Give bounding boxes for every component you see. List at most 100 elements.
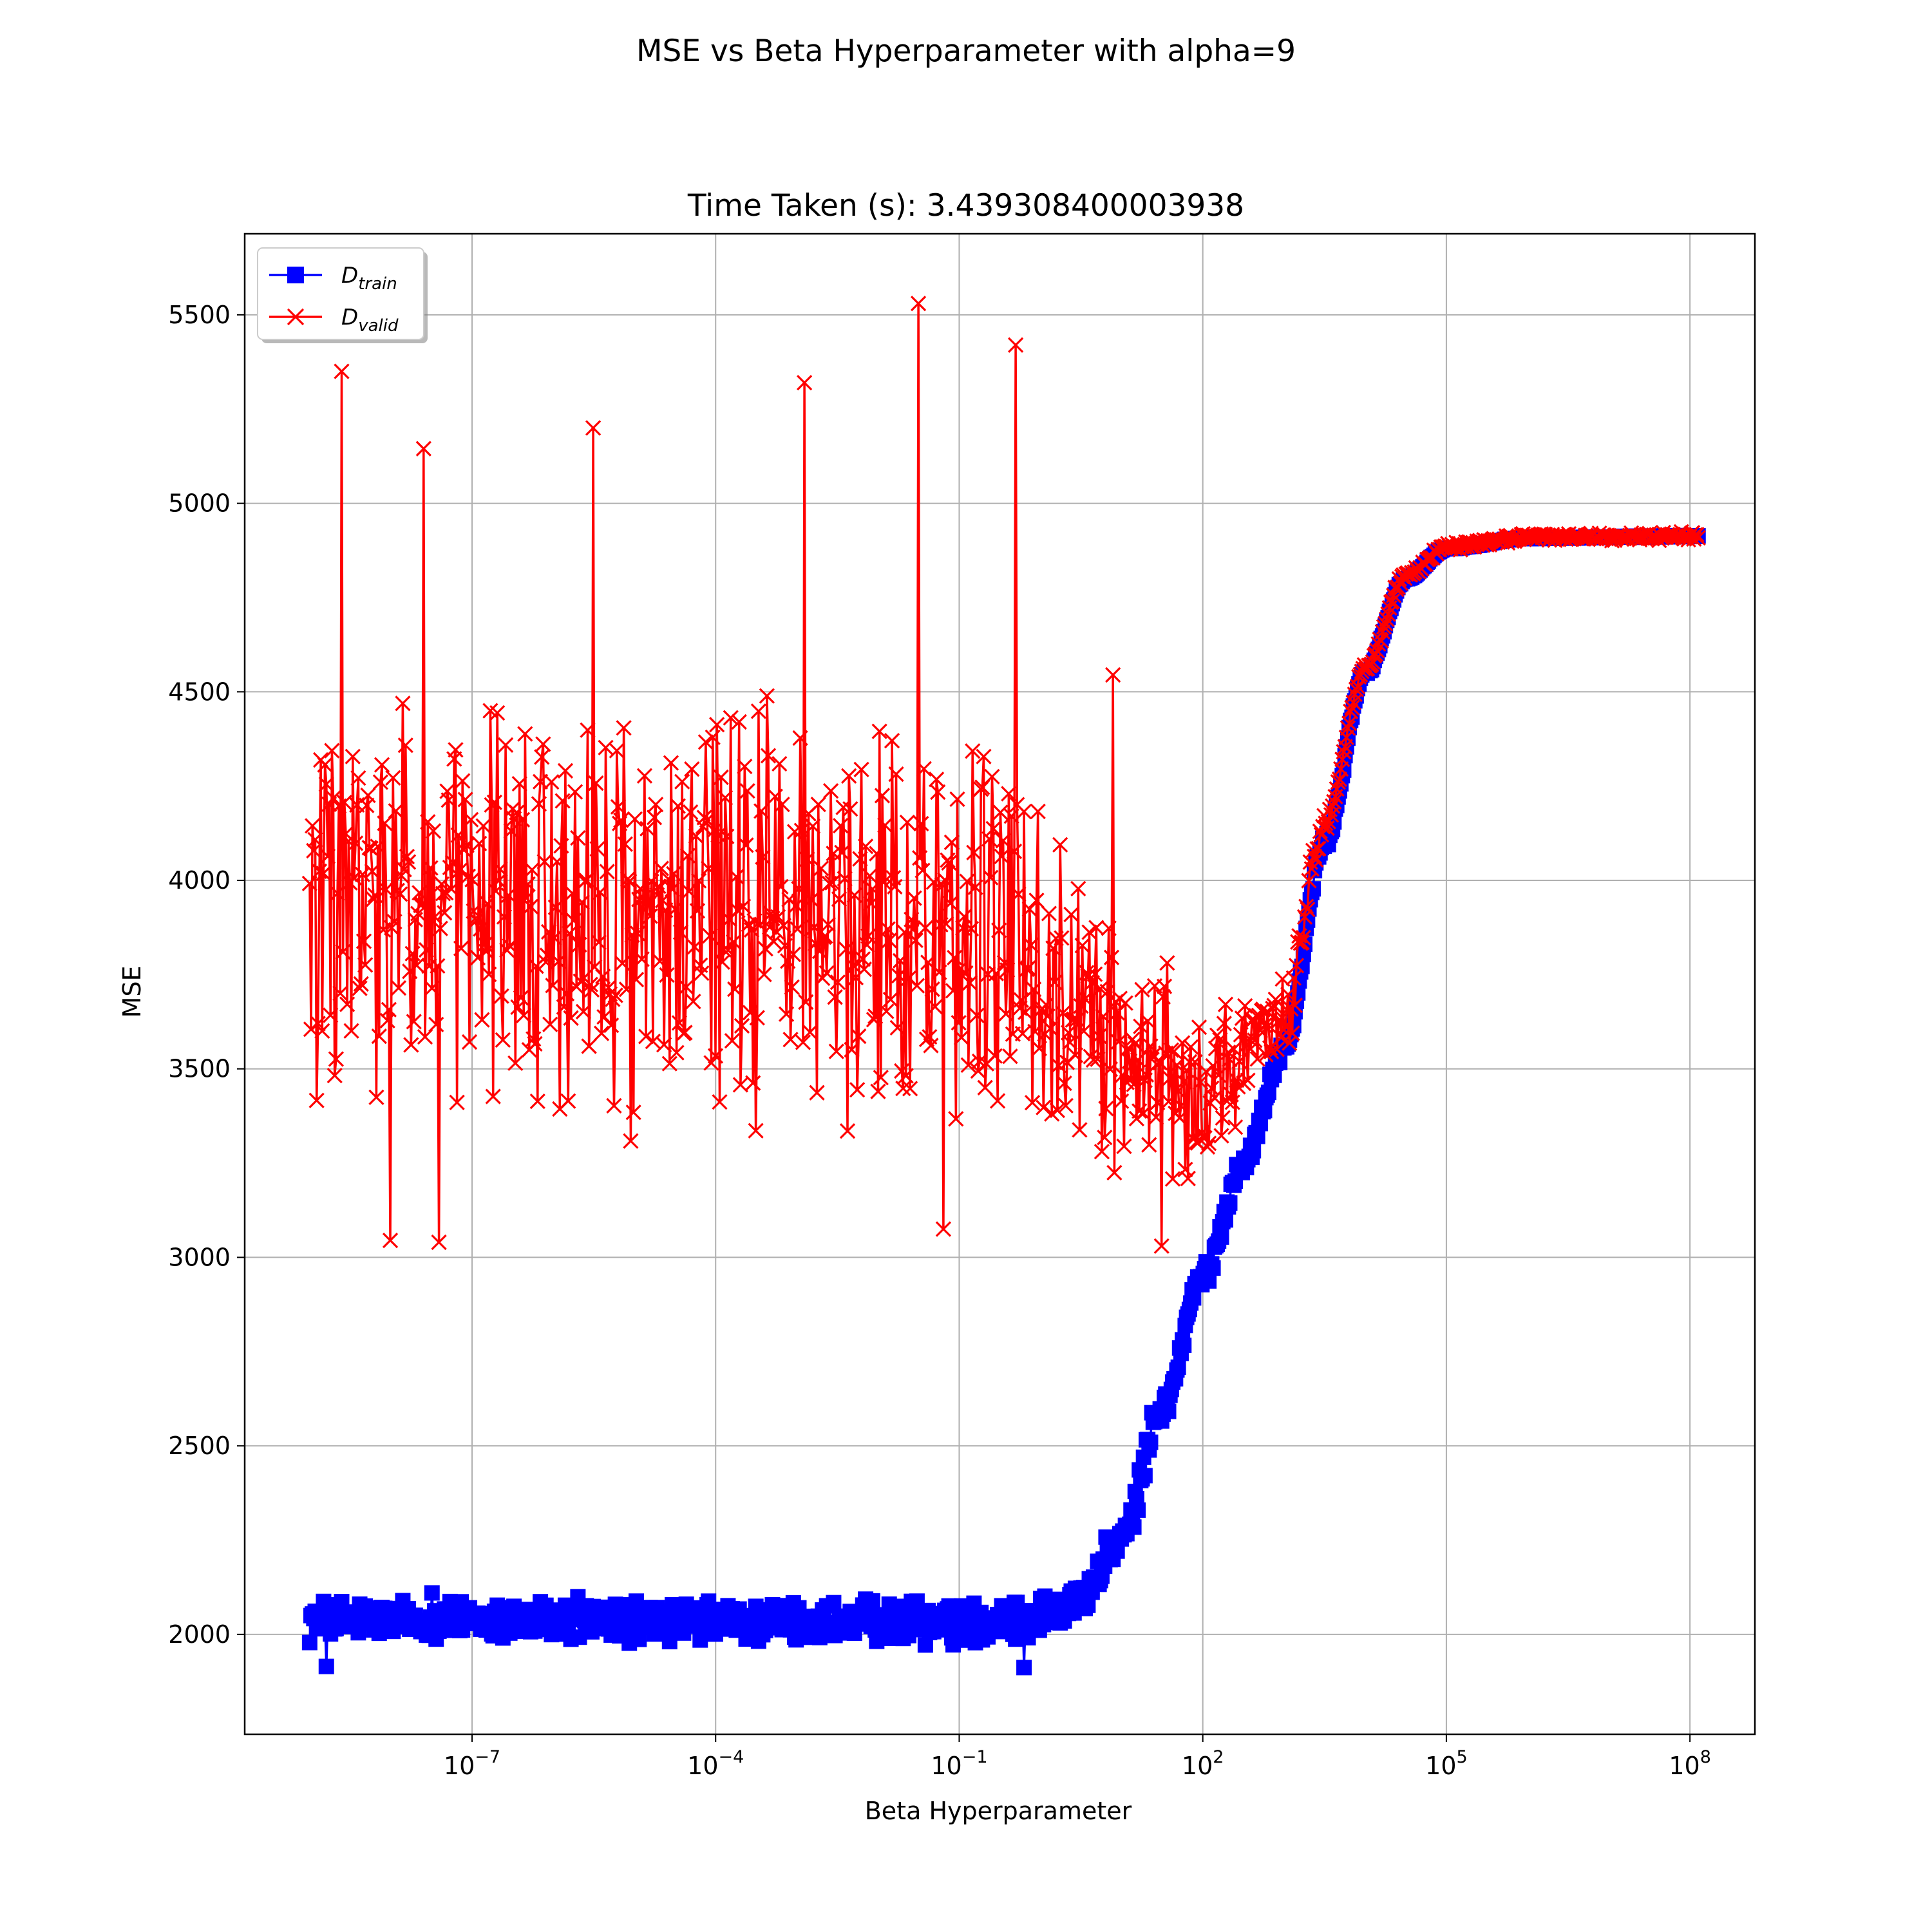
data-point-valid — [653, 860, 669, 876]
data-point-valid — [335, 943, 351, 960]
data-point-valid — [643, 873, 659, 889]
data-point-valid — [856, 961, 873, 978]
data-point-valid — [1020, 960, 1036, 976]
data-point-valid — [999, 962, 1016, 978]
data-point-valid — [810, 796, 826, 813]
data-point-valid — [450, 827, 466, 843]
data-point-valid — [896, 924, 913, 940]
x-tick-label: 10−4 — [687, 1747, 744, 1780]
x-tick-label: 105 — [1425, 1747, 1468, 1780]
data-point-valid — [449, 1094, 465, 1110]
data-point-valid — [748, 1122, 764, 1139]
series-valid — [301, 296, 1706, 1255]
data-point-valid — [1367, 646, 1384, 662]
data-point-valid — [1344, 699, 1360, 715]
data-point-valid — [720, 942, 736, 958]
data-point-valid — [833, 818, 849, 834]
data-point-valid — [785, 946, 801, 963]
data-point-valid — [719, 828, 735, 844]
data-point-valid — [694, 965, 710, 981]
data-point-valid — [773, 878, 789, 895]
data-point-valid — [382, 1232, 399, 1249]
data-point-valid — [388, 803, 404, 819]
data-point-valid — [403, 1037, 419, 1053]
data-point-valid — [591, 934, 607, 951]
data-point-valid — [1217, 996, 1234, 1012]
data-point-valid — [386, 914, 402, 930]
data-point-valid — [1242, 1041, 1258, 1057]
data-point-valid — [739, 782, 755, 799]
data-point-valid — [984, 768, 1000, 785]
data-point-valid — [809, 1084, 825, 1101]
data-point-valid — [661, 1056, 677, 1072]
data-point-valid — [902, 1081, 918, 1097]
data-point-valid — [489, 705, 506, 721]
data-point-valid — [837, 871, 853, 887]
data-point-valid — [399, 848, 415, 865]
data-point-valid — [368, 1089, 384, 1106]
data-point-valid — [329, 886, 346, 902]
data-point-valid — [878, 1003, 895, 1019]
data-point-valid — [1132, 1103, 1148, 1119]
data-point-valid — [1285, 970, 1302, 986]
data-point-train — [1176, 1338, 1192, 1354]
data-point-valid — [667, 901, 683, 917]
y-tick-label: 4000 — [168, 866, 231, 895]
y-tick-label: 2000 — [168, 1620, 231, 1649]
data-point-valid — [1170, 1083, 1186, 1099]
data-point-valid — [1280, 987, 1296, 1003]
data-point-valid — [1340, 720, 1356, 736]
x-tick-label: 108 — [1669, 1747, 1711, 1780]
data-point-valid — [967, 879, 983, 895]
x-axis-ticks: 10−7 10−4 10−1 102 105 108 — [444, 1734, 1711, 1780]
data-point-valid — [1137, 1072, 1153, 1088]
data-point-valid — [1173, 1098, 1189, 1114]
data-point-valid — [624, 927, 640, 943]
data-point-valid — [1099, 983, 1115, 999]
data-point-valid — [471, 835, 488, 852]
data-point-valid — [907, 932, 923, 949]
data-point-valid — [948, 1111, 964, 1127]
data-point-valid — [1278, 1001, 1295, 1018]
data-point-valid — [1138, 1066, 1155, 1083]
data-point-valid — [502, 938, 518, 954]
data-point-valid — [1046, 974, 1063, 990]
data-point-valid — [1182, 1039, 1199, 1055]
data-point-valid — [888, 766, 904, 782]
data-point-valid — [927, 999, 943, 1015]
data-point-valid — [862, 867, 878, 884]
data-point-valid — [422, 860, 439, 876]
data-point-valid — [435, 886, 451, 902]
figure-suptitle: MSE vs Beta Hyperparameter with alpha=9 — [636, 33, 1296, 69]
data-point-valid — [1067, 1047, 1084, 1063]
data-point-train — [864, 1593, 880, 1609]
data-point-valid — [795, 1034, 811, 1050]
data-point-valid — [701, 860, 717, 876]
data-point-valid — [516, 1007, 532, 1023]
data-point-valid — [371, 1028, 387, 1045]
data-point-valid — [448, 742, 464, 758]
data-point-valid — [987, 1048, 1003, 1064]
data-point-valid — [759, 688, 775, 704]
data-point-valid — [1130, 1052, 1146, 1068]
data-point-valid — [547, 899, 564, 916]
data-point-valid — [788, 897, 804, 914]
data-point-valid — [1113, 1093, 1130, 1109]
data-point-valid — [824, 875, 840, 891]
data-point-valid — [1068, 1012, 1085, 1028]
data-point-valid — [1049, 1102, 1066, 1119]
data-point-valid — [581, 1038, 597, 1054]
data-point-valid — [440, 792, 457, 808]
data-point-valid — [898, 1068, 914, 1084]
data-point-train — [1201, 1273, 1217, 1289]
data-point-valid — [743, 922, 760, 938]
data-point-valid — [390, 980, 407, 996]
data-point-valid — [910, 296, 927, 312]
data-point-valid — [565, 913, 582, 929]
data-point-valid — [887, 878, 903, 895]
data-point-valid — [1026, 981, 1042, 998]
axes-frame — [243, 232, 1756, 1736]
data-point-valid — [645, 1034, 661, 1050]
data-point-valid — [324, 743, 340, 759]
data-point-valid — [545, 978, 561, 994]
